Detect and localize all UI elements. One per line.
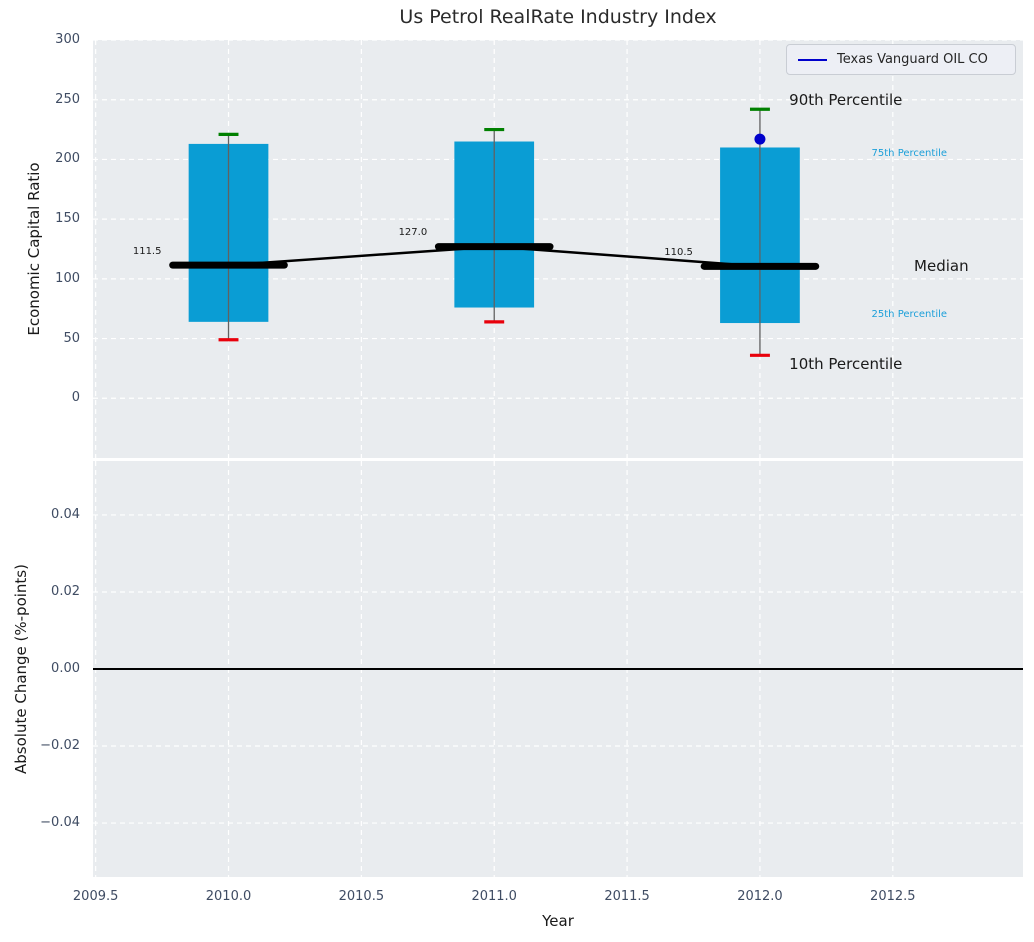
y-axis-label-top: Economic Capital Ratio [25,162,43,336]
chart-title: Us Petrol RealRate Industry Index [399,6,717,28]
legend-label: Texas Vanguard OIL CO [837,52,988,67]
x-axis-label: Year [542,912,574,930]
company-point [754,133,766,145]
legend: Texas Vanguard OIL CO [786,44,1016,75]
y-axis-label-bottom: Absolute Change (%-points) [12,564,30,774]
legend-line-sample [798,58,827,61]
